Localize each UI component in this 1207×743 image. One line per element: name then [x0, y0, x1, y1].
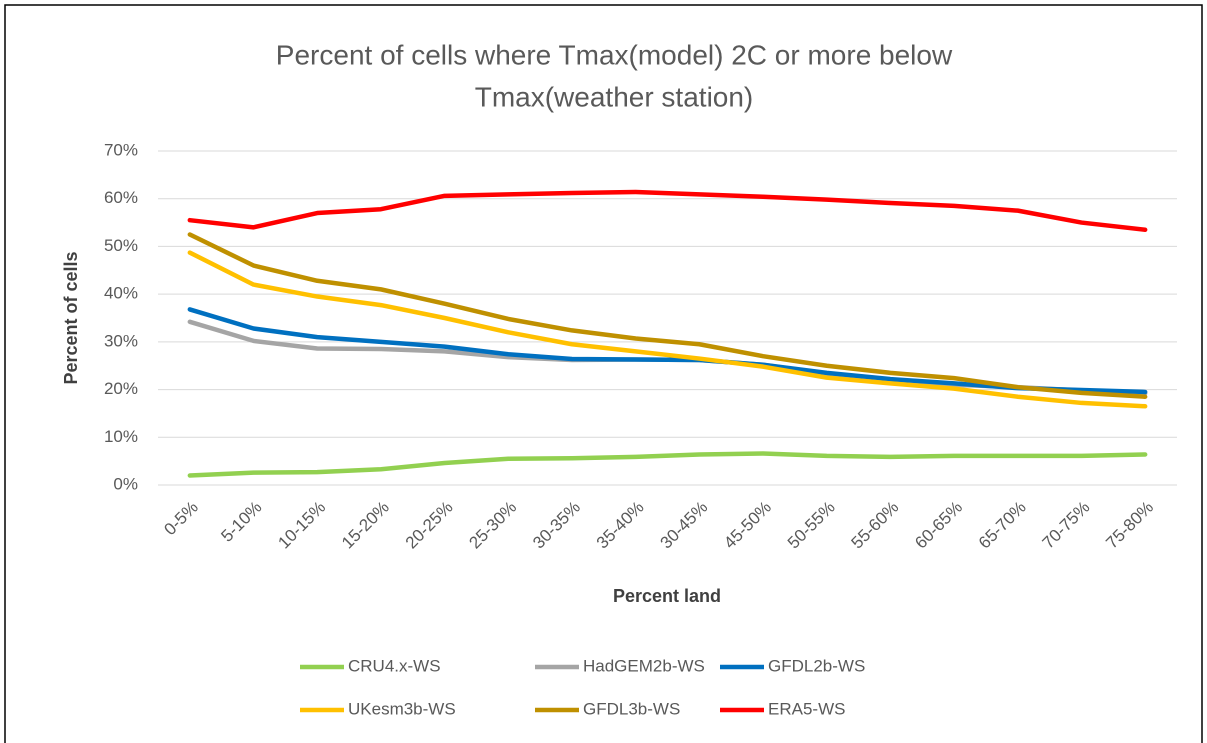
- chart-title: Percent of cells where Tmax(model) 2C or…: [276, 39, 953, 70]
- y-tick-label: 70%: [104, 140, 138, 159]
- legend-label: HadGEM2b-WS: [583, 656, 705, 675]
- y-tick-label: 30%: [104, 331, 138, 350]
- series-line: [187, 232, 1148, 399]
- series-line: [187, 307, 1148, 395]
- y-tick-label: 40%: [104, 284, 138, 303]
- frame: [4, 4, 1203, 743]
- chart-title: Tmax(weather station): [475, 81, 754, 112]
- series-line: [187, 451, 1148, 478]
- y-axis-title: Percent of cells: [61, 251, 81, 384]
- y-tick-label: 50%: [104, 236, 138, 255]
- legend-label: GFDL2b-WS: [768, 656, 865, 675]
- legend-label: UKesm3b-WS: [348, 699, 456, 718]
- legend-label: CRU4.x-WS: [348, 656, 441, 675]
- y-tick-label: 10%: [104, 427, 138, 446]
- series-line: [187, 250, 1148, 409]
- x-axis-title: Percent land: [613, 586, 721, 606]
- y-tick-label: 20%: [104, 379, 138, 398]
- y-tick-label: 60%: [104, 188, 138, 207]
- legend-label: GFDL3b-WS: [583, 699, 680, 718]
- series-line: [187, 189, 1148, 232]
- legend-label: ERA5-WS: [768, 699, 845, 718]
- y-tick-label: 0%: [113, 474, 138, 493]
